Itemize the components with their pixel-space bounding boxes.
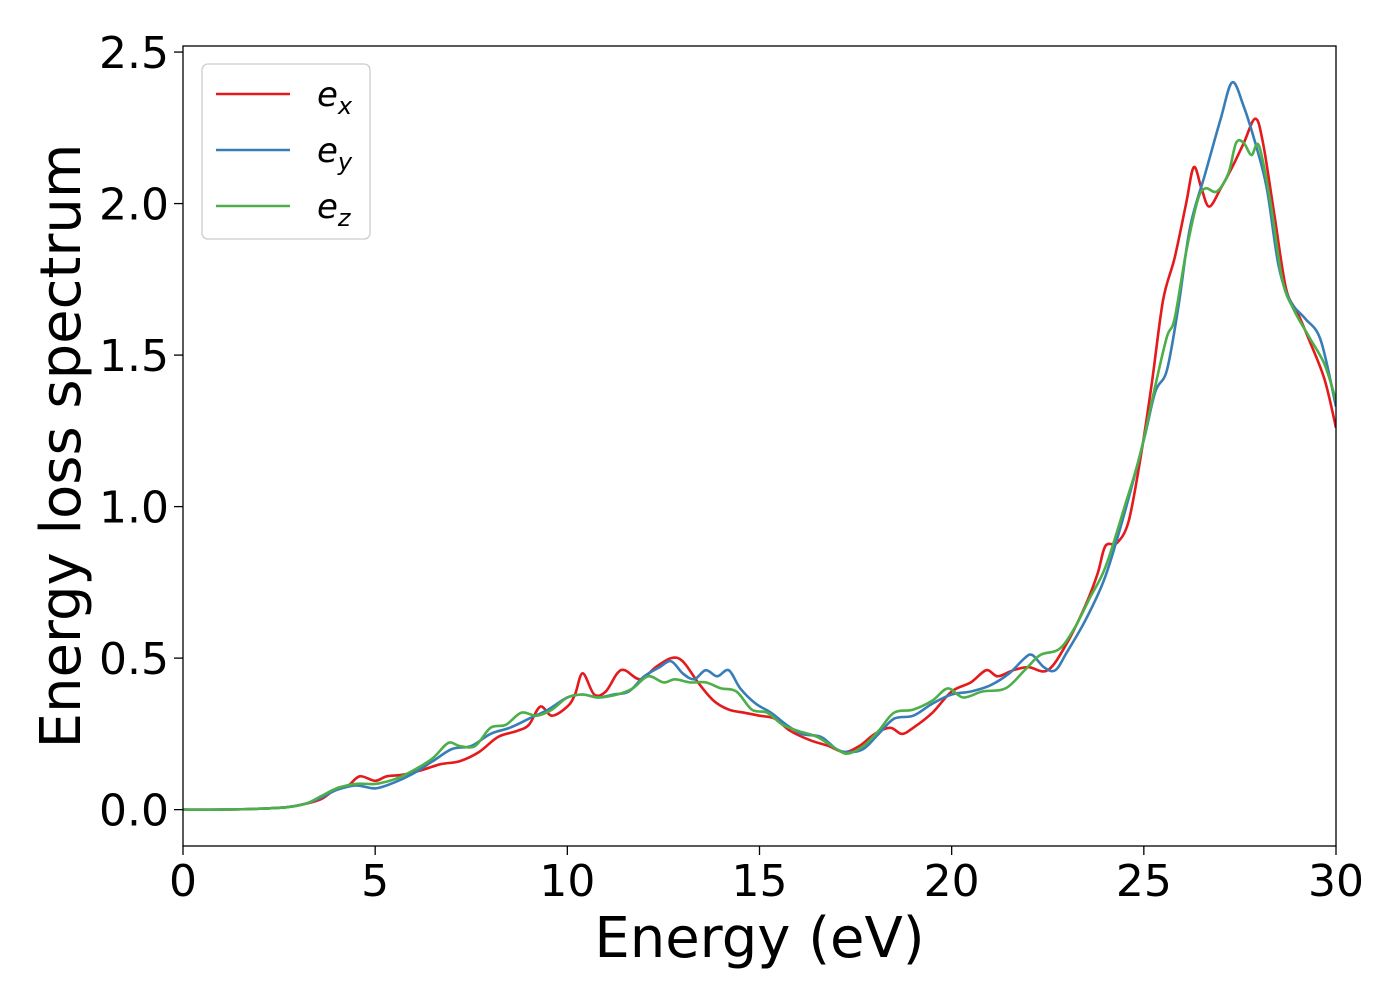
series-line-ex [183,117,1336,811]
legend-label: ex [317,75,353,120]
legend-label: ez [317,187,352,232]
x-axis-title: Energy (eV) [594,906,924,971]
y-axis: 0.0 0.5 1.0 1.5 2.0 2.5 [99,28,183,837]
y-tick-label: 1.0 [99,483,169,534]
y-tick-label: 1.5 [99,331,169,382]
legend-box [201,63,371,240]
x-tick-label: 10 [539,856,595,907]
y-axis-title: Energy loss spectrum [29,144,94,749]
x-tick-label: 20 [924,856,980,907]
y-tick-label: 2.0 [99,180,169,231]
x-tick-label: 15 [732,856,788,907]
y-tick-label: 0.5 [99,634,169,685]
plot-layer [183,81,1336,811]
x-tick-label: 5 [361,856,389,907]
legend-label: ey [317,131,353,176]
x-tick-label: 0 [169,856,197,907]
x-tick-label: 25 [1116,856,1172,907]
y-tick-label: 0.0 [99,786,169,837]
x-axis: 0 5 10 15 20 25 30 [169,846,1364,907]
x-tick-label: 30 [1308,856,1364,907]
legend: ex ey ez [201,63,371,240]
series-line-ez [183,138,1336,811]
y-tick-label: 2.5 [99,28,169,79]
